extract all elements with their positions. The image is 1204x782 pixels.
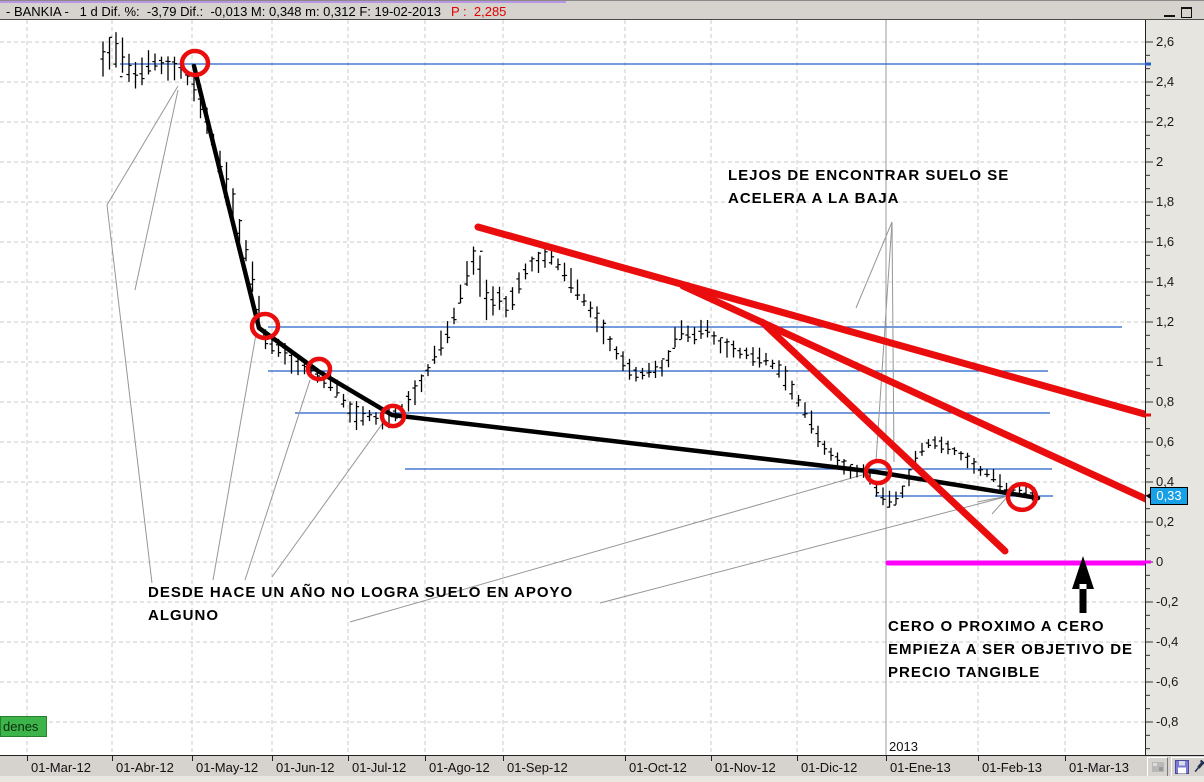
minimize-button[interactable] bbox=[1164, 7, 1175, 17]
svg-text:-0,2: -0,2 bbox=[1156, 594, 1178, 609]
chart-plot-area[interactable]: LEJOS DE ENCONTRAR SUELO SE ACELERA A LA… bbox=[0, 20, 1145, 755]
time-axis-label: 01-Sep-12 bbox=[507, 760, 568, 775]
price-axis-scale: 2,6 2,4 2,2 2 1,8 1,6 1,4 1,2 1 0,8 0,6 0,4 0,2 0 -0,2… bbox=[1145, 34, 1178, 750]
time-axis-tick bbox=[711, 756, 712, 761]
time-axis-label: 01-Jul-12 bbox=[352, 760, 407, 775]
svg-text:1: 1 bbox=[1156, 354, 1163, 369]
time-axis-tick bbox=[272, 756, 273, 761]
svg-text:-0,6: -0,6 bbox=[1156, 674, 1178, 689]
chart-title: - BANKIA - 1 d Dif. %: -3,79 Dif.: -0,01… bbox=[6, 4, 506, 19]
chart-canvas bbox=[0, 20, 1145, 755]
svg-text:1,4: 1,4 bbox=[1156, 274, 1174, 289]
time-axis-label: 01-Mar-12 bbox=[31, 760, 91, 775]
save-icon[interactable] bbox=[1175, 760, 1189, 774]
svg-text:1,2: 1,2 bbox=[1156, 314, 1174, 329]
year-label: 2013 bbox=[889, 739, 918, 754]
svg-text:2,2: 2,2 bbox=[1156, 114, 1174, 129]
chart-tools-panel bbox=[1171, 757, 1204, 777]
time-axis-tick bbox=[625, 756, 626, 761]
window-titlebar[interactable]: - BANKIA - 1 d Dif. %: -3,79 Dif.: -0,01… bbox=[0, 0, 1204, 20]
price-axis[interactable]: 2,6 2,4 2,2 2 1,8 1,6 1,4 1,2 1 0,8 0,6 0,4 0,2 0 -0,2… bbox=[1145, 20, 1204, 755]
chart-title-info: - BANKIA - 1 d Dif. %: -3,79 Dif.: -0,01… bbox=[6, 4, 441, 19]
snapshot-button[interactable] bbox=[1147, 757, 1168, 777]
time-axis-tick bbox=[886, 756, 887, 761]
svg-text:2,6: 2,6 bbox=[1156, 34, 1174, 49]
svg-text:0,6: 0,6 bbox=[1156, 434, 1174, 449]
time-axis-tick bbox=[797, 756, 798, 761]
annotation-lejos-de-encontrar-suelo: LEJOS DE ENCONTRAR SUELO SE ACELERA A LA… bbox=[728, 167, 1010, 207]
svg-text:0,2: 0,2 bbox=[1156, 514, 1174, 529]
svg-text:1,6: 1,6 bbox=[1156, 234, 1174, 249]
titlebar-accent bbox=[0, 1, 566, 3]
maximize-button[interactable] bbox=[1181, 7, 1192, 18]
time-axis[interactable]: 01-Mar-12 01-Abr-12 01-May-12 01-Jun-12 01-J… bbox=[0, 755, 1204, 776]
time-axis-tick bbox=[27, 756, 28, 761]
annotation-desde-hace-un-ano: DESDE HACE UN AÑO NO LOGRA SUELO EN APOY… bbox=[148, 584, 574, 624]
time-axis-label: 01-Dic-12 bbox=[801, 760, 858, 775]
chart-title-last-price: P : 2,285 bbox=[450, 4, 507, 19]
time-axis-tick bbox=[348, 756, 349, 761]
last-price-arrow-icon bbox=[1146, 492, 1152, 500]
time-axis-label: 01-Mar-13 bbox=[1069, 760, 1129, 775]
time-axis-label: 01-Abr-12 bbox=[116, 760, 174, 775]
last-price-marker: 0,33 bbox=[1150, 487, 1188, 505]
svg-text:2,4: 2,4 bbox=[1156, 74, 1174, 89]
svg-text:1,8: 1,8 bbox=[1156, 194, 1174, 209]
time-axis-label: 01-May-12 bbox=[196, 760, 259, 775]
time-axis-label: 01-Jun-12 bbox=[276, 760, 335, 775]
svg-text:2: 2 bbox=[1156, 154, 1163, 169]
time-axis-label: 01-Feb-13 bbox=[982, 760, 1042, 775]
annotation-cero-objetivo: CERO O PROXIMO A CERO EMPIEZA A SER OBJE… bbox=[888, 618, 1134, 681]
snapshot-icon bbox=[1151, 762, 1164, 772]
time-axis-label: 01-Ene-13 bbox=[890, 760, 951, 775]
svg-text:0: 0 bbox=[1156, 554, 1163, 569]
svg-text:-0,8: -0,8 bbox=[1156, 714, 1178, 729]
time-axis-tick bbox=[425, 756, 426, 761]
time-axis-label: 01-Oct-12 bbox=[629, 760, 687, 775]
time-axis-tick bbox=[1065, 756, 1066, 761]
time-axis-tick bbox=[503, 756, 504, 761]
time-axis-label: 01-Nov-12 bbox=[715, 760, 776, 775]
status-strip bbox=[0, 776, 1204, 782]
orders-badge[interactable]: denes bbox=[0, 716, 48, 737]
time-axis-tick bbox=[112, 756, 113, 761]
pin-icon[interactable] bbox=[1193, 760, 1204, 774]
time-axis-tick bbox=[978, 756, 979, 761]
time-axis-label: 01-Ago-12 bbox=[429, 760, 490, 775]
svg-text:0,4: 0,4 bbox=[1156, 474, 1174, 489]
window-controls bbox=[1164, 7, 1192, 18]
axis-toolbar bbox=[1147, 757, 1204, 777]
svg-text:-0,4: -0,4 bbox=[1156, 634, 1178, 649]
time-axis-tick bbox=[192, 756, 193, 761]
svg-text:0,8: 0,8 bbox=[1156, 394, 1174, 409]
